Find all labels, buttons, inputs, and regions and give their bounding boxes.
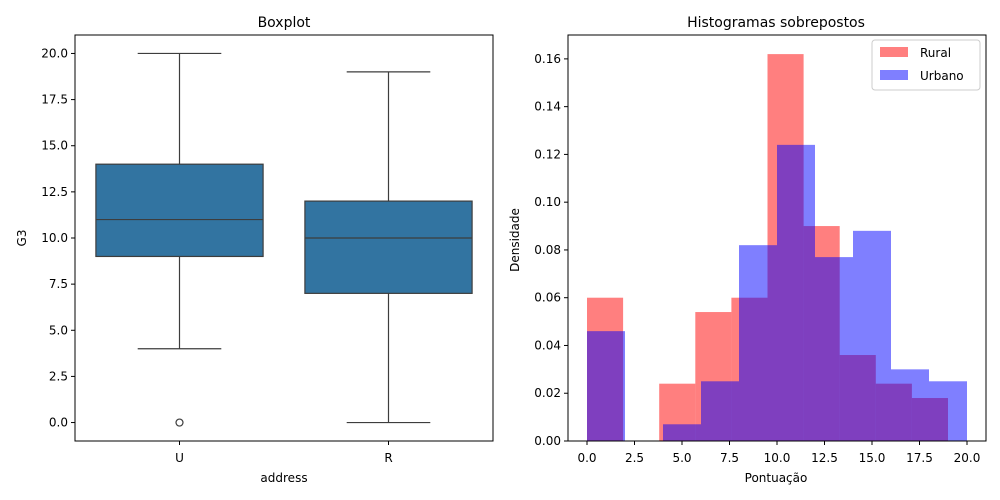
legend-swatch-rural: [880, 47, 908, 57]
y-tick-label: 0.14: [534, 100, 561, 114]
x-tick-label: 20.0: [954, 451, 981, 465]
boxplot-panel: Boxplot 0.0 2.5 5.0 7.5 10.0 12.5 15.0 17.5 20.0…: [15, 15, 494, 485]
y-tick-label: 0.06: [534, 291, 561, 305]
y-tick-label: 0.10: [534, 195, 561, 209]
y-tick-label: 0.16: [534, 52, 561, 66]
boxplot-y-ticks: 0.0 2.5 5.0 7.5 10.0 12.5 15.0 17.5 20.0: [41, 46, 75, 430]
y-tick-label: 20.0: [41, 46, 68, 60]
histogram-y-ticks: 0.00 0.02 0.04 0.06 0.08 0.10 0.12 0.14 0.16: [534, 52, 568, 448]
legend-label-rural: Rural: [920, 46, 951, 60]
boxplot-x-axis-label: address: [260, 471, 307, 485]
histogram-bars: [587, 54, 967, 441]
box-iqr: [304, 200, 473, 294]
y-tick-label: 10.0: [41, 231, 68, 245]
series-urbano: [587, 144, 967, 441]
hist-bar: [891, 369, 929, 441]
histogram-y-axis-label: Densidade: [508, 208, 522, 272]
x-tick-label: 10.0: [764, 451, 791, 465]
legend-swatch-urbano: [880, 70, 908, 80]
y-tick-label: 7.5: [49, 277, 68, 291]
boxplot-boxes: [95, 52, 473, 427]
box-R: [304, 71, 473, 424]
histogram-x-ticks: 0.0 2.5 5.0 7.5 10.0 12.5 15.0 17.5 20.0: [577, 441, 980, 465]
box-U: [95, 52, 264, 427]
hist-bar: [587, 331, 625, 441]
y-tick-label: 17.5: [41, 93, 68, 107]
hist-bar: [929, 381, 967, 441]
x-tick-label: 7.5: [720, 451, 739, 465]
hist-bar: [815, 257, 853, 441]
x-tick-label: 2.5: [625, 451, 644, 465]
x-tick-label: 0.0: [577, 451, 596, 465]
boxplot-title: Boxplot: [258, 15, 311, 31]
legend-label-urbano: Urbano: [920, 69, 964, 83]
y-tick-label: 0.02: [534, 386, 561, 400]
hist-bar: [853, 230, 891, 441]
hist-bar: [701, 381, 739, 441]
y-tick-label: 0.0: [49, 416, 68, 430]
y-tick-label: 0.08: [534, 243, 561, 257]
y-tick-label: 15.0: [41, 139, 68, 153]
histogram-legend: Rural Urbano: [871, 39, 981, 91]
x-tick-label: 17.5: [906, 451, 933, 465]
y-tick-label: 12.5: [41, 185, 68, 199]
x-tick-label: 5.0: [672, 451, 691, 465]
box-iqr: [95, 163, 264, 258]
boxplot-y-axis-label: G3: [15, 230, 29, 247]
hist-bar: [663, 424, 701, 441]
y-tick-label: 2.5: [49, 369, 68, 383]
hist-bar: [777, 144, 815, 441]
y-tick-label: 0.00: [534, 434, 561, 448]
x-tick-label: U: [175, 451, 184, 465]
x-tick-label: 12.5: [811, 451, 838, 465]
y-tick-label: 0.04: [534, 338, 561, 352]
x-tick-label: R: [384, 451, 392, 465]
y-tick-label: 0.12: [534, 147, 561, 161]
x-tick-label: 15.0: [859, 451, 886, 465]
histogram-title: Histogramas sobrepostos: [687, 15, 865, 31]
outlier-point: [175, 418, 184, 427]
hist-bar: [739, 245, 777, 441]
histogram-panel: Histogramas sobrepostos 0.00 0.02 0.04 0.06…: [508, 15, 987, 485]
y-tick-label: 5.0: [49, 323, 68, 337]
histogram-x-axis-label: Pontuação: [745, 471, 808, 485]
